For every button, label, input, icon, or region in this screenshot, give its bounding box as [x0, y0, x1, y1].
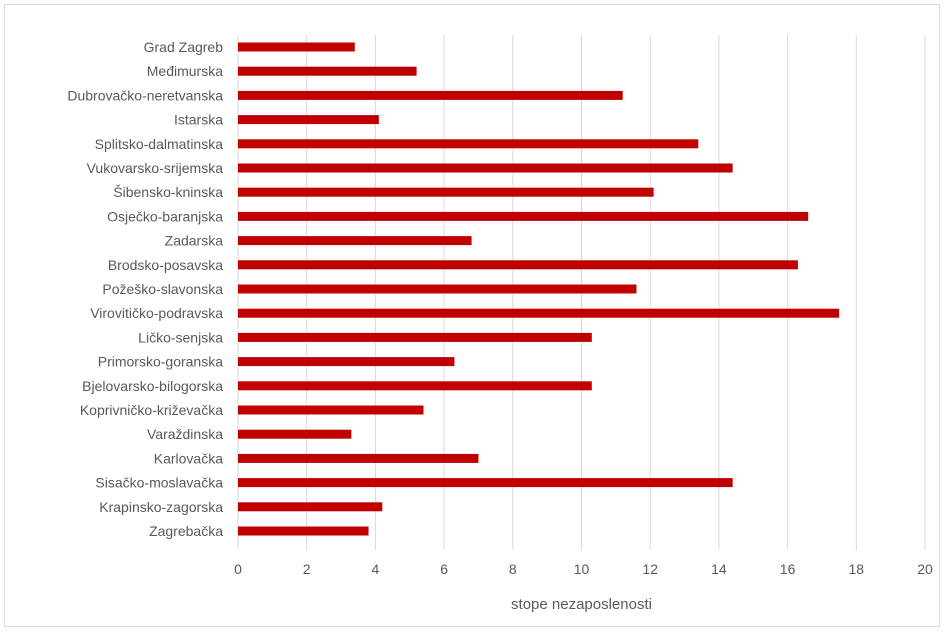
bar	[238, 260, 798, 270]
x-axis-tick-labels: 0 2 4 6 8 10 12 14 16 18 20	[234, 561, 933, 577]
category-label: Istarska	[174, 112, 223, 128]
x-tick-label: 4	[372, 561, 380, 577]
bar-chart: Grad Zagreb Međimurska Dubrovačko-neretvan…	[67, 35, 933, 613]
category-labels: Grad Zagreb Međimurska Dubrovačko-neretvan…	[67, 39, 223, 539]
x-tick-label: 0	[234, 561, 242, 577]
bar	[238, 115, 379, 125]
x-tick-label: 2	[303, 561, 311, 577]
bar	[238, 478, 733, 488]
x-tick-label: 10	[574, 561, 590, 577]
category-label: Međimurska	[147, 63, 223, 79]
bar	[238, 163, 733, 173]
category-label: Brodsko-posavska	[108, 257, 223, 273]
bar	[238, 211, 809, 221]
bar	[238, 502, 383, 512]
category-label: Grad Zagreb	[144, 39, 224, 55]
category-label: Šibensko-kninska	[113, 184, 223, 200]
category-label: Požeško-slavonska	[102, 281, 223, 297]
category-label: Splitsko-dalmatinska	[95, 136, 224, 152]
x-tick-label: 18	[849, 561, 865, 577]
category-label: Zagrebačka	[149, 523, 223, 539]
category-label: Primorsko-goranska	[98, 354, 223, 370]
bar	[238, 236, 472, 246]
bar	[238, 357, 455, 367]
bar	[238, 66, 417, 76]
category-label: Koprivničko-križevačka	[80, 402, 223, 418]
x-tick-label: 6	[440, 561, 448, 577]
bar	[238, 405, 424, 415]
category-label: Dubrovačko-neretvanska	[67, 87, 223, 103]
bar	[238, 381, 592, 391]
category-label: Virovitičko-podravska	[90, 305, 223, 321]
bars	[238, 42, 840, 536]
x-tick-label: 12	[642, 561, 658, 577]
x-axis-title: stope nezaposlenosti	[511, 596, 652, 613]
bar	[238, 90, 623, 100]
category-label: Krapinsko-zagorska	[99, 499, 223, 515]
x-tick-label: 16	[780, 561, 796, 577]
x-tick-label: 20	[917, 561, 933, 577]
category-label: Zadarska	[165, 233, 224, 249]
x-tick-label: 8	[509, 561, 517, 577]
bar	[238, 42, 355, 52]
bar	[238, 526, 369, 536]
category-label: Sisačko-moslavačka	[95, 475, 223, 491]
x-tick-label: 14	[711, 561, 727, 577]
bar	[238, 284, 637, 294]
category-label: Ličko-senjska	[138, 329, 223, 345]
category-label: Osječko-baranjska	[107, 208, 223, 224]
bar	[238, 187, 654, 197]
bar	[238, 453, 479, 463]
bar	[238, 308, 840, 318]
category-label: Vukovarsko-srijemska	[87, 160, 224, 176]
chart-frame: Grad Zagreb Međimurska Dubrovačko-neretvan…	[4, 4, 940, 627]
bar	[238, 429, 352, 439]
category-label: Bjelovarsko-bilogorska	[82, 378, 223, 394]
bar	[238, 332, 592, 342]
category-label: Varaždinska	[147, 426, 223, 442]
category-label: Karlovačka	[154, 450, 223, 466]
bar	[238, 139, 699, 149]
